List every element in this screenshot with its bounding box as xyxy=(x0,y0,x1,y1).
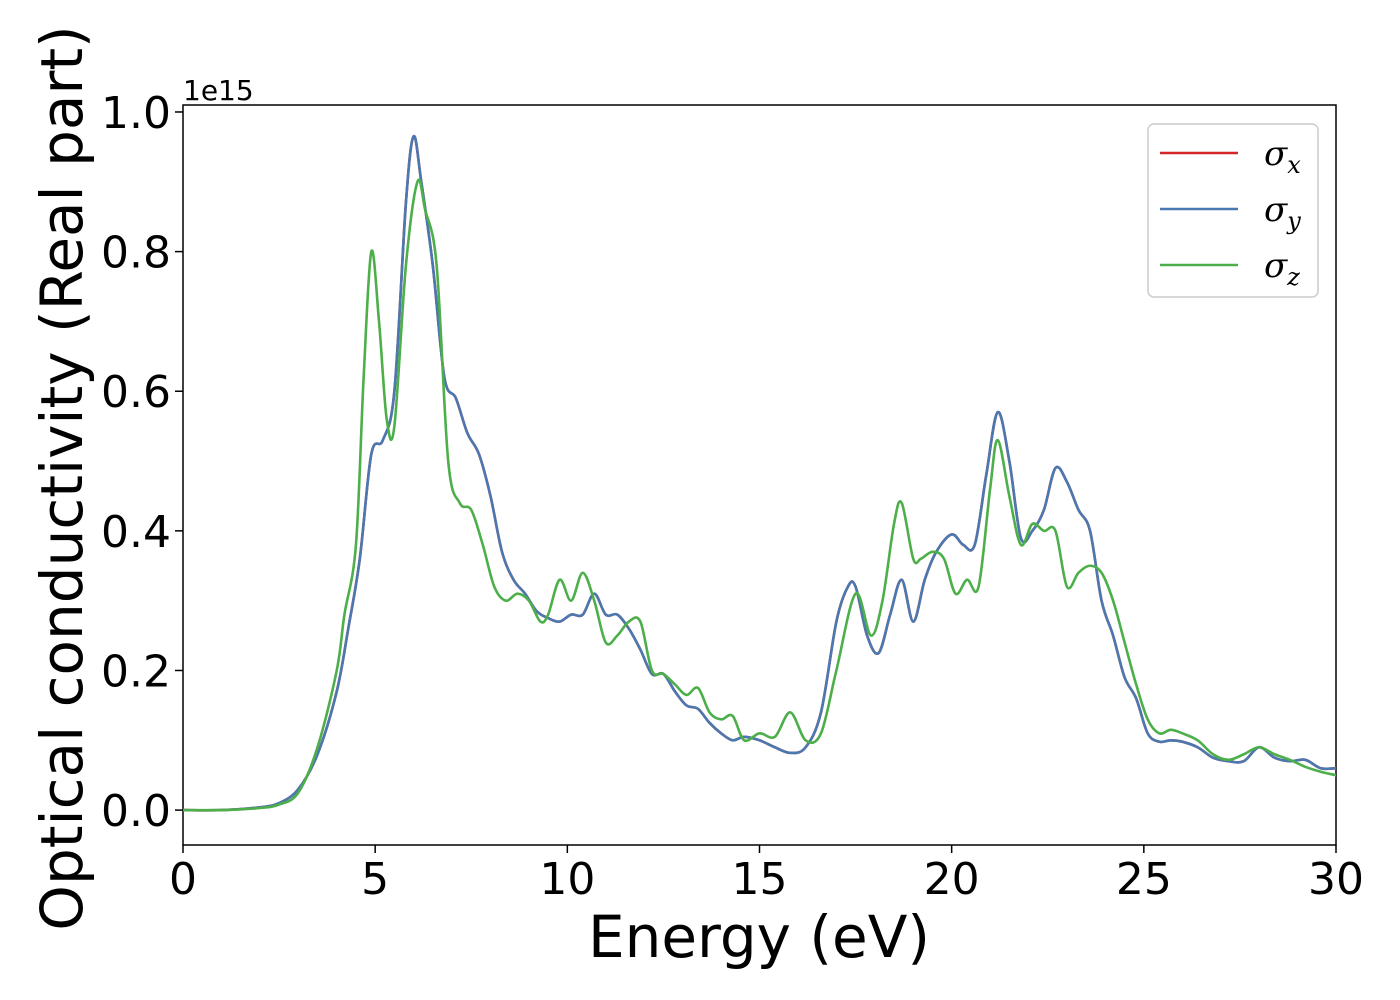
series-line-y xyxy=(183,135,1336,812)
x-tick-label: 5 xyxy=(361,854,389,905)
x-tick-label: 10 xyxy=(539,854,595,905)
legend: σx σy σz xyxy=(1147,123,1319,298)
x-axis-label: Energy (eV) xyxy=(588,903,930,971)
y-axis-label: Optical conductivity (Real part) xyxy=(28,25,96,930)
series-layer xyxy=(183,135,1336,812)
y-axis-ticks: 0.0 0.2 0.4 0.6 0.8 1.0 xyxy=(101,88,183,837)
legend-label-x: σx xyxy=(1264,134,1301,179)
x-tick-label: 0 xyxy=(169,854,197,905)
y-tick-label: 1.0 xyxy=(101,88,171,139)
x-tick-label: 15 xyxy=(732,854,788,905)
legend-box xyxy=(1147,123,1319,298)
x-axis-ticks: 0 5 10 15 20 25 30 xyxy=(169,845,1364,905)
y-tick-label: 0.0 xyxy=(101,786,171,837)
y-tick-label: 0.8 xyxy=(101,228,171,279)
legend-label-z: σz xyxy=(1264,246,1300,291)
y-tick-label: 0.6 xyxy=(101,367,171,418)
x-tick-label: 25 xyxy=(1116,854,1172,905)
y-tick-label: 0.4 xyxy=(101,507,171,558)
legend-label-y: σy xyxy=(1264,190,1301,235)
y-axis-offset-label: 1e15 xyxy=(183,74,254,107)
y-tick-label: 0.2 xyxy=(101,646,171,697)
x-tick-label: 30 xyxy=(1308,854,1364,905)
x-tick-label: 20 xyxy=(924,854,980,905)
series-line-z xyxy=(183,178,1336,812)
